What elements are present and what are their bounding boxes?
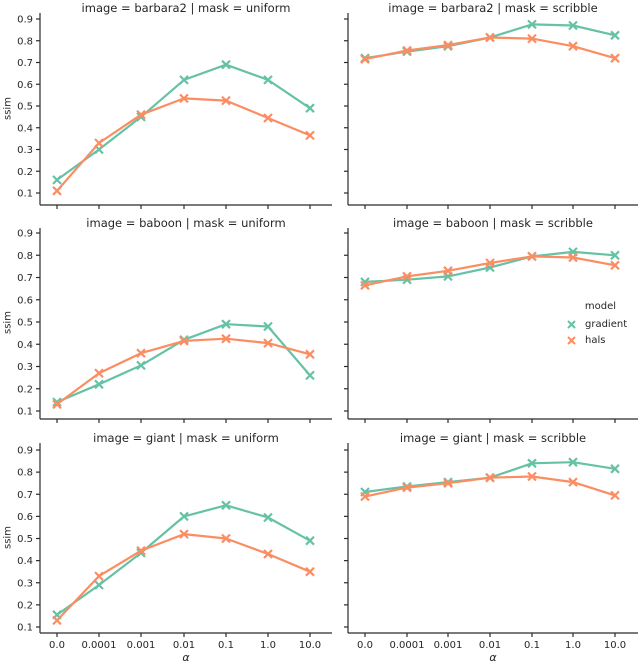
series-markers-gradient	[52, 59, 315, 185]
legend-label-gradient: gradient	[585, 318, 628, 330]
series-line-gradient	[364, 23, 616, 60]
series-line-hals	[56, 533, 311, 622]
x-tick-label: 1.0	[565, 640, 581, 651]
subplot-title-giant-uniform: image = giant | mask = uniform	[93, 431, 279, 445]
series-markers-hals	[360, 471, 620, 502]
y-tick-label: 0.4	[17, 340, 33, 351]
x-tick-label: 0.0001	[82, 640, 117, 651]
y-tick-label: 0.7	[17, 490, 33, 501]
x-tick-label: 0.0001	[390, 640, 425, 651]
y-tick-label: 0.8	[17, 36, 33, 47]
y-tick-label: 0.1	[17, 623, 33, 634]
series-line-hals	[56, 97, 311, 192]
subplot-barbara2-scribble	[344, 13, 638, 209]
series-line-gradient	[56, 63, 311, 181]
y-tick-label: 0.3	[17, 578, 33, 589]
subplot-baboon-uniform: 0.9 0.8 0.7 0.6 0.5 0.4 0.3 0.2 0.1	[17, 228, 332, 423]
y-tick-label: 0.4	[17, 556, 33, 567]
y-axis-label-row3: ssim	[2, 526, 14, 549]
x-tick-label: 0.0	[357, 640, 373, 651]
subplot-giant-scribble: 0.0 0.0001 0.001 0.01 0.1 1.0 10.0	[344, 443, 638, 651]
subplot-title-baboon-uniform: image = baboon | mask = uniform	[86, 216, 286, 230]
y-tick-label: 0.9	[17, 15, 33, 26]
legend-entry-gradient: gradient	[561, 316, 640, 332]
series-markers-gradient	[52, 500, 315, 620]
subplot-title-barbara2-uniform: image = barbara2 | mask = uniform	[81, 1, 291, 15]
subplot-title-giant-scribble: image = giant | mask = scribble	[399, 431, 587, 445]
legend-entry-hals: hals	[561, 332, 640, 348]
series-line-gradient	[56, 504, 311, 616]
subplot-giant-uniform: 0.9 0.8 0.7 0.6 0.5 0.4 0.3 0.2 0.1 0.0 0.0001 0.00…	[17, 443, 332, 651]
series-line-hals	[56, 337, 311, 406]
y-tick-label: 0.2	[17, 167, 33, 178]
y-tick-label: 0.1	[17, 407, 33, 418]
legend-label-hals: hals	[585, 334, 606, 346]
x-tick-label: 0.0	[49, 640, 65, 651]
x-axis-label-col2: α	[489, 651, 497, 664]
x-tick-label: 1.0	[260, 640, 276, 651]
x-tick-label: 0.01	[173, 640, 195, 651]
x-tick-label: 0.001	[434, 640, 463, 651]
subplot-baboon-scribble	[344, 228, 638, 423]
series-markers-hals	[52, 93, 315, 196]
series-line-gradient	[56, 323, 311, 404]
y-tick-label: 0.3	[17, 145, 33, 156]
y-tick-label: 0.6	[17, 80, 33, 91]
series-markers-hals	[52, 529, 315, 626]
y-tick-label: 0.6	[17, 512, 33, 523]
x-marker-icon	[567, 335, 576, 345]
y-tick-label: 0.5	[17, 318, 33, 329]
subplot-title-barbara2-scribble: image = barbara2 | mask = scribble	[388, 1, 598, 15]
legend-title: model	[584, 301, 617, 312]
x-tick-label: 0.001	[127, 640, 156, 651]
series-markers-hals	[52, 333, 315, 410]
y-tick-label: 0.9	[17, 229, 33, 240]
x-tick-label: 10.0	[604, 640, 626, 651]
x-tick-label: 0.1	[524, 640, 540, 651]
y-tick-label: 0.2	[17, 384, 33, 395]
series-markers-hals	[360, 32, 620, 64]
x-tick-label: 10.0	[299, 640, 321, 651]
x-tick-label: 0.01	[479, 640, 501, 651]
y-axis-label-row1: ssim	[2, 97, 14, 120]
y-tick-label: 0.5	[17, 102, 33, 113]
y-tick-label: 0.5	[17, 534, 33, 545]
subplot-title-baboon-scribble: image = baboon | mask = scribble	[393, 216, 593, 230]
y-tick-label: 0.4	[17, 123, 33, 134]
y-tick-label: 0.7	[17, 273, 33, 284]
y-tick-label: 0.8	[17, 468, 33, 479]
y-tick-label: 0.1	[17, 189, 33, 200]
legend: model gradient hals	[561, 301, 640, 348]
y-tick-label: 0.2	[17, 600, 33, 611]
y-axis-label-row2: ssim	[2, 311, 14, 334]
y-tick-label: 0.8	[17, 251, 33, 262]
subplot-barbara2-uniform: 0.9 0.8 0.7 0.6 0.5 0.4 0.3 0.2 0.1	[17, 13, 332, 209]
y-tick-label: 0.6	[17, 295, 33, 306]
x-marker-icon	[567, 319, 576, 329]
x-axis-label-col1: α	[182, 651, 190, 664]
y-tick-label: 0.7	[17, 58, 33, 69]
series-markers-hals	[360, 251, 620, 291]
y-tick-label: 0.3	[17, 362, 33, 373]
y-tick-label: 0.9	[17, 446, 33, 457]
x-tick-label: 0.1	[218, 640, 234, 651]
